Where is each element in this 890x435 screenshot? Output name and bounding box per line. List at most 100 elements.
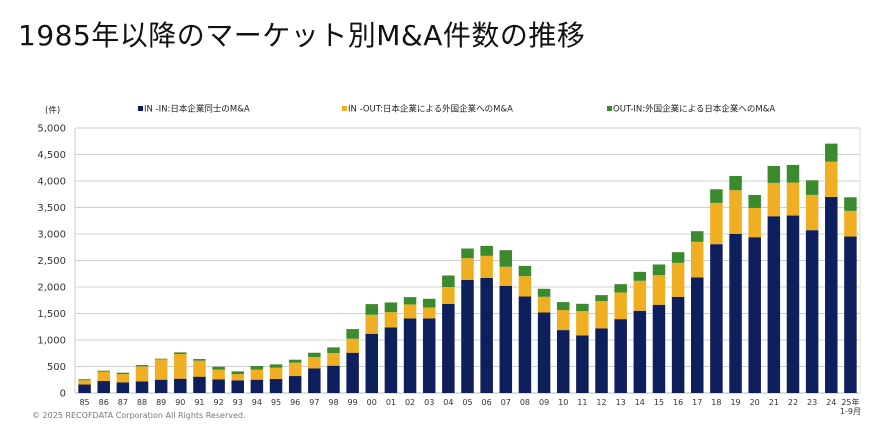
bar-segment	[212, 369, 225, 380]
bar-segment	[308, 352, 321, 358]
bar-segment	[116, 382, 130, 393]
bar-segment	[537, 296, 551, 313]
x-tick-label: 90	[175, 398, 185, 407]
bar-segment	[729, 233, 742, 393]
bar-segment	[556, 302, 570, 311]
y-tick-label: 1,500	[37, 309, 66, 320]
bar-segment	[499, 285, 513, 393]
bar-segment	[595, 328, 608, 393]
bar-segment	[691, 231, 704, 242]
x-tick-label: 07	[501, 398, 511, 407]
bar-segment	[174, 354, 187, 379]
bar-segment	[556, 330, 570, 393]
bar-segment	[269, 367, 283, 380]
bar-segment	[748, 237, 761, 393]
bar-segment	[442, 287, 455, 304]
legend-swatch	[138, 106, 143, 111]
x-tick-label: 03	[424, 398, 434, 407]
x-tick-label: 86	[99, 398, 109, 407]
x-tick-label: 23	[807, 398, 817, 407]
bar-segment	[710, 244, 723, 393]
x-tick-label: 93	[233, 398, 243, 407]
y-tick-label: 2,500	[37, 256, 66, 267]
bar-segment	[805, 230, 819, 393]
bar-segment	[767, 182, 781, 217]
y-tick-label: 3,500	[37, 203, 66, 214]
x-tick-label: 95	[271, 398, 281, 407]
y-tick-label: 4,500	[37, 150, 66, 161]
bar-segment	[844, 236, 857, 393]
x-tick-label: 04	[443, 398, 453, 407]
bar-segment	[193, 359, 206, 361]
x-tick-label: 92	[214, 398, 224, 407]
bar-segment	[480, 245, 493, 256]
bar-segment	[576, 303, 589, 312]
bar-segment	[231, 371, 244, 375]
bar-segment	[78, 379, 91, 381]
bar-segment	[786, 164, 800, 183]
x-tick-label: 15	[654, 398, 664, 407]
bar-segment	[78, 384, 91, 393]
bar-segment	[461, 258, 474, 280]
bar-segment	[537, 288, 551, 297]
x-tick-label: 19	[730, 398, 740, 407]
bar-segment	[403, 304, 417, 319]
bar-segment	[595, 301, 608, 329]
x-tick-label: 20	[750, 398, 760, 407]
bar-segment	[422, 298, 436, 308]
bar-segment	[365, 333, 379, 393]
x-tick-label: 12	[596, 398, 606, 407]
bar-segment	[154, 358, 168, 360]
x-tick-label: 24	[826, 398, 836, 407]
bar-segment	[614, 292, 627, 320]
bar-segment	[327, 365, 340, 393]
bar-segment	[844, 197, 857, 211]
x-tick-label: 16	[673, 398, 683, 407]
x-tick-label: 96	[290, 398, 300, 407]
legend-label: IN -OUT:日本企業による外国企業へのM&A	[348, 104, 513, 115]
bar-segment	[365, 304, 379, 315]
y-tick-label: 3,000	[37, 230, 66, 241]
bar-segment	[97, 370, 110, 372]
y-tick-label: 5,000	[37, 124, 66, 135]
page-title: 1985年以降のマーケット別M&A件数の推移	[18, 19, 586, 52]
legend-label: OUT-IN:外国企業による日本企業へのM&A	[613, 104, 775, 115]
bar-segment	[729, 175, 742, 191]
bar-segment	[786, 215, 800, 393]
bar-segment	[346, 352, 359, 393]
bar-segment	[671, 262, 685, 297]
y-axis-unit-label: (件)	[45, 105, 60, 116]
x-tick-label: 98	[328, 398, 338, 407]
bar-segment	[250, 379, 264, 393]
bar-segment	[499, 266, 513, 286]
y-tick-label: 1,000	[37, 336, 66, 347]
bar-segment	[652, 304, 666, 393]
bar-segment	[633, 280, 647, 311]
bar-segment	[671, 252, 685, 263]
x-tick-label: 17	[692, 398, 702, 407]
bar-segment	[250, 369, 264, 380]
bar-segment	[346, 329, 359, 339]
bar-segment	[422, 307, 436, 319]
bar-segment	[710, 202, 723, 245]
bar-segment	[576, 311, 589, 336]
copyright-footer: © 2025 RECOFDATA Corporation All Rights …	[32, 411, 246, 420]
x-tick-label: 05	[462, 398, 472, 407]
bar-segment	[135, 365, 149, 367]
bar-segment	[269, 364, 283, 368]
bar-segment	[825, 161, 838, 197]
bar-segment	[805, 194, 819, 231]
bar-segment	[825, 196, 838, 393]
bar-segment	[135, 381, 149, 393]
bar-segment	[384, 327, 398, 393]
bar-segment	[174, 352, 187, 355]
x-tick-label: 94	[252, 398, 262, 407]
bar-segment	[691, 241, 704, 278]
bar-segment	[403, 297, 417, 305]
bar-segment	[288, 362, 302, 377]
bar-segment	[384, 312, 398, 328]
bar-segment	[269, 379, 283, 393]
bar-segment	[518, 296, 532, 393]
x-tick-label: 97	[309, 398, 319, 407]
legend-swatch	[342, 106, 347, 111]
